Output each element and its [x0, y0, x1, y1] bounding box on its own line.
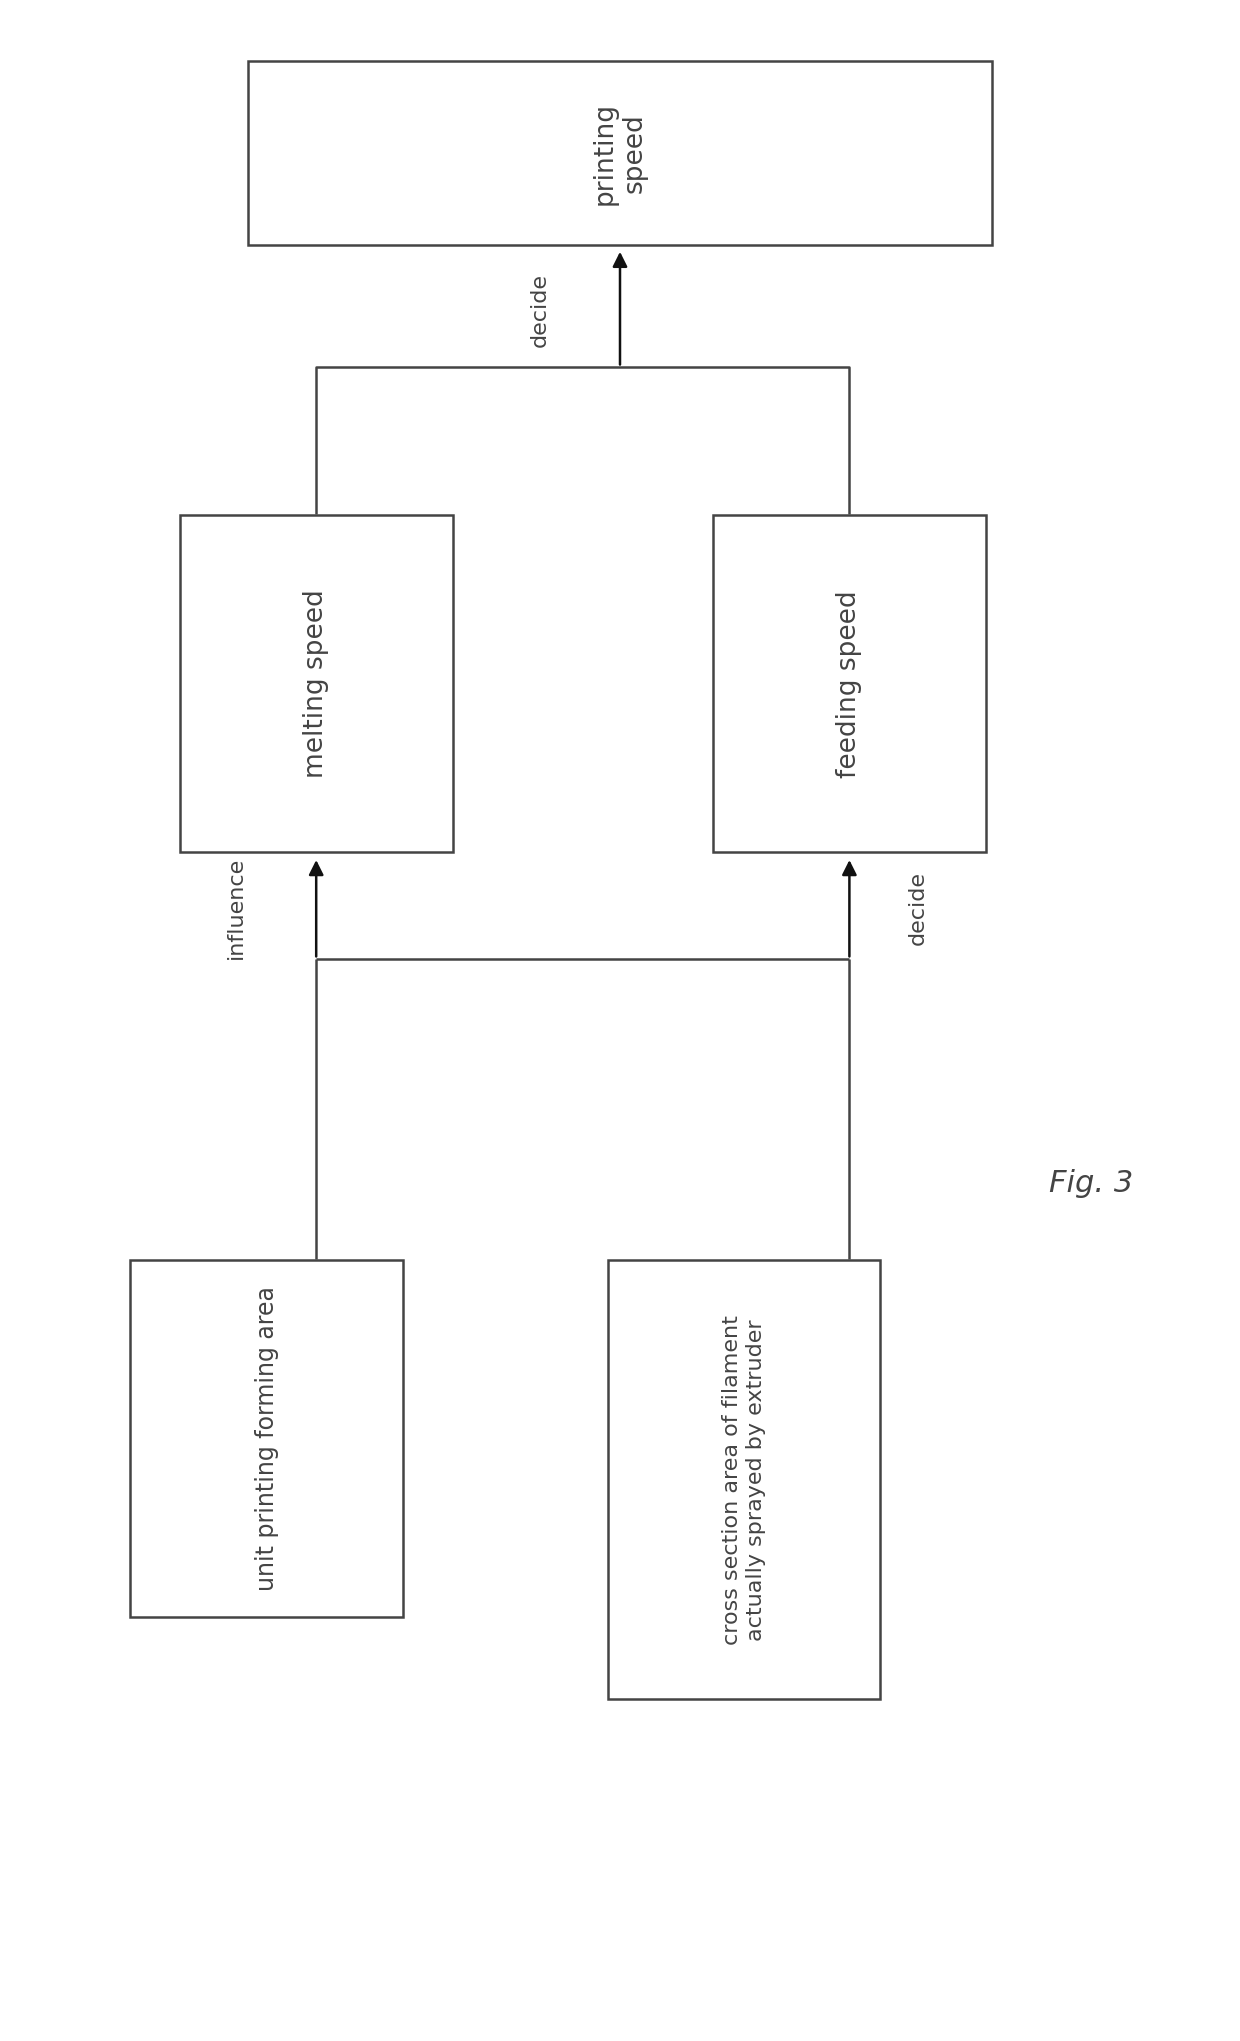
Text: decide: decide [908, 872, 928, 945]
Text: decide: decide [529, 273, 549, 347]
Bar [180, 514, 453, 853]
Text: printing
speed: printing speed [591, 102, 649, 204]
Text: unit printing forming area: unit printing forming area [254, 1286, 279, 1592]
Bar [608, 1259, 880, 1698]
Text: Fig. 3: Fig. 3 [1049, 1169, 1133, 1198]
Text: feeding speed: feeding speed [837, 590, 862, 778]
Text: cross section area of filament
actually sprayed by extruder: cross section area of filament actually … [723, 1314, 765, 1645]
Bar [130, 1261, 403, 1616]
Bar [713, 514, 986, 853]
Text: melting speed: melting speed [304, 590, 329, 778]
Bar [248, 61, 992, 245]
Text: influence: influence [226, 857, 246, 959]
